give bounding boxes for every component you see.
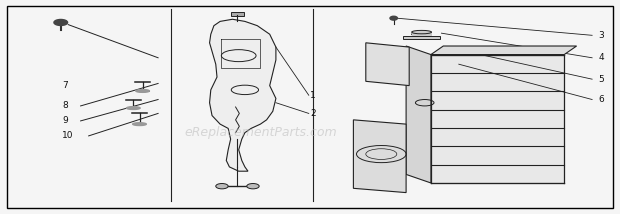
- Polygon shape: [406, 46, 431, 183]
- Ellipse shape: [216, 184, 228, 189]
- Text: 2: 2: [310, 109, 316, 118]
- Polygon shape: [431, 46, 577, 55]
- Bar: [403, 36, 440, 39]
- Ellipse shape: [390, 16, 397, 20]
- Bar: [431, 55, 564, 183]
- Bar: [231, 12, 244, 16]
- Polygon shape: [353, 120, 406, 193]
- Text: 5: 5: [598, 75, 604, 84]
- Ellipse shape: [136, 89, 149, 92]
- Text: 4: 4: [598, 53, 604, 62]
- Polygon shape: [366, 43, 409, 86]
- Text: 6: 6: [598, 95, 604, 104]
- Polygon shape: [210, 19, 276, 171]
- Text: 9: 9: [62, 116, 68, 125]
- Ellipse shape: [54, 19, 68, 25]
- Ellipse shape: [247, 184, 259, 189]
- Text: 3: 3: [598, 31, 604, 40]
- Text: 1: 1: [310, 91, 316, 100]
- Ellipse shape: [412, 32, 432, 36]
- Text: 7: 7: [62, 81, 68, 90]
- Text: 8: 8: [62, 101, 68, 110]
- Ellipse shape: [126, 107, 140, 110]
- Ellipse shape: [412, 30, 432, 34]
- Ellipse shape: [133, 123, 146, 126]
- Text: 10: 10: [62, 131, 74, 140]
- Bar: [412, 32, 432, 36]
- Text: eReplacementParts.com: eReplacementParts.com: [184, 126, 337, 139]
